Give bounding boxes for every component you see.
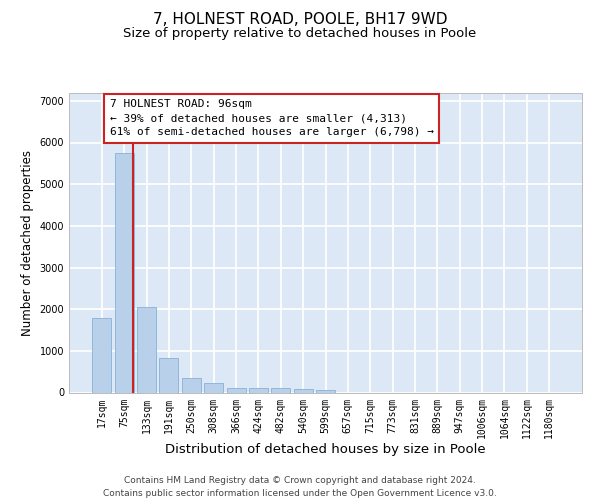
Bar <box>293 390 313 392</box>
Bar <box>160 358 178 392</box>
Bar <box>137 306 156 392</box>
Bar <box>92 318 112 392</box>
X-axis label: Distribution of detached houses by size in Poole: Distribution of detached houses by size … <box>165 442 486 456</box>
Text: 7, HOLNEST ROAD, POOLE, BH17 9WD: 7, HOLNEST ROAD, POOLE, BH17 9WD <box>153 12 447 28</box>
Text: 7 HOLNEST ROAD: 96sqm
← 39% of detached houses are smaller (4,313)
61% of semi-d: 7 HOLNEST ROAD: 96sqm ← 39% of detached … <box>110 100 434 138</box>
Bar <box>271 388 290 392</box>
Text: Size of property relative to detached houses in Poole: Size of property relative to detached ho… <box>124 28 476 40</box>
Bar <box>316 390 335 392</box>
Bar <box>249 388 268 392</box>
Y-axis label: Number of detached properties: Number of detached properties <box>21 150 34 336</box>
Bar <box>227 388 245 392</box>
Bar <box>115 153 134 392</box>
Bar <box>204 383 223 392</box>
Bar <box>182 378 201 392</box>
Text: Contains HM Land Registry data © Crown copyright and database right 2024.
Contai: Contains HM Land Registry data © Crown c… <box>103 476 497 498</box>
